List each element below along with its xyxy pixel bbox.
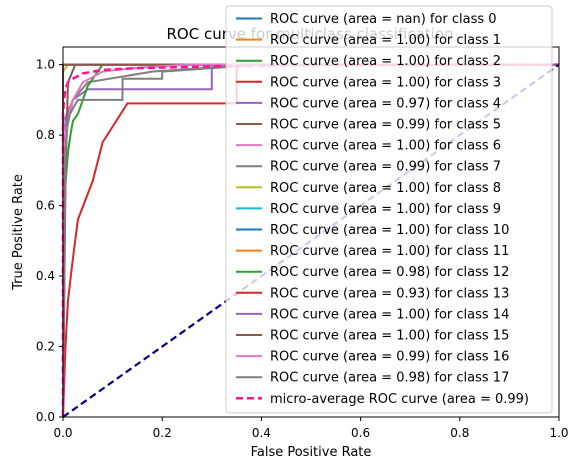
- legend-label: ROC curve (area = 1.00) for class 9: [270, 202, 501, 217]
- legend-label: ROC curve (area = 1.00) for class 14: [270, 307, 509, 322]
- legend-label: ROC curve (area = 1.00) for class 3: [270, 75, 501, 90]
- y-tick-label: 0.4: [36, 269, 55, 283]
- legend-label: ROC curve (area = 0.99) for class 16: [270, 350, 509, 365]
- x-axis-ticks: 0.0 0.2 0.4 0.6 0.8 1.0: [53, 417, 569, 440]
- legend-label: ROC curve (area = 1.00) for class 15: [270, 329, 509, 344]
- legend-label: ROC curve (area = 1.00) for class 10: [270, 223, 509, 238]
- x-tick-label: 1.0: [549, 426, 568, 440]
- roc-line-class-16: [62, 63, 559, 417]
- legend-label: ROC curve (area = 1.00) for class 2: [270, 54, 501, 69]
- legend-label: ROC curve (area = 0.98) for class 12: [270, 265, 509, 280]
- legend-label: ROC curve (area = nan) for class 0: [270, 12, 497, 27]
- y-tick-label: 0.8: [36, 128, 55, 142]
- legend-label: ROC curve (area = 1.00) for class 11: [270, 244, 509, 259]
- x-tick-label: 0.4: [252, 426, 271, 440]
- y-tick-label: 1.0: [36, 58, 55, 72]
- legend-box: [225, 5, 553, 414]
- legend-label: ROC curve (area = 1.00) for class 8: [270, 181, 501, 196]
- y-axis-label: True Positive Rate: [11, 174, 26, 291]
- legend-label: ROC curve (area = 0.99) for class 5: [270, 118, 501, 133]
- legend-label: ROC curve (area = 0.98) for class 17: [270, 371, 509, 386]
- y-tick-label: 0.2: [36, 340, 55, 354]
- legend-label: ROC curve (area = 0.97) for class 4: [270, 96, 501, 111]
- x-tick-label: 0.6: [351, 426, 370, 440]
- roc-line-class-17: [62, 63, 559, 418]
- y-axis-ticks: 0.0 0.2 0.4 0.6 0.8 1.0: [36, 58, 63, 424]
- legend: ROC curve (area = nan) for class 0 ROC cu…: [225, 5, 553, 414]
- legend-label: ROC curve (area = 1.00) for class 6: [270, 139, 501, 154]
- x-tick-label: 0.2: [153, 426, 172, 440]
- x-axis-label: False Positive Rate: [251, 445, 372, 460]
- legend-label: ROC curve (area = 0.99) for class 7: [270, 160, 501, 175]
- x-tick-label: 0.0: [53, 426, 72, 440]
- y-tick-label: 0.6: [36, 199, 55, 213]
- legend-label: ROC curve (area = 1.00) for class 1: [270, 33, 501, 48]
- legend-items: ROC curve (area = nan) for class 0 ROC cu…: [236, 12, 529, 407]
- legend-label: ROC curve (area = 0.93) for class 13: [270, 286, 509, 301]
- y-tick-label: 0.0: [36, 410, 55, 424]
- legend-label: micro-average ROC curve (area = 0.99): [270, 392, 529, 407]
- x-tick-label: 0.8: [450, 426, 469, 440]
